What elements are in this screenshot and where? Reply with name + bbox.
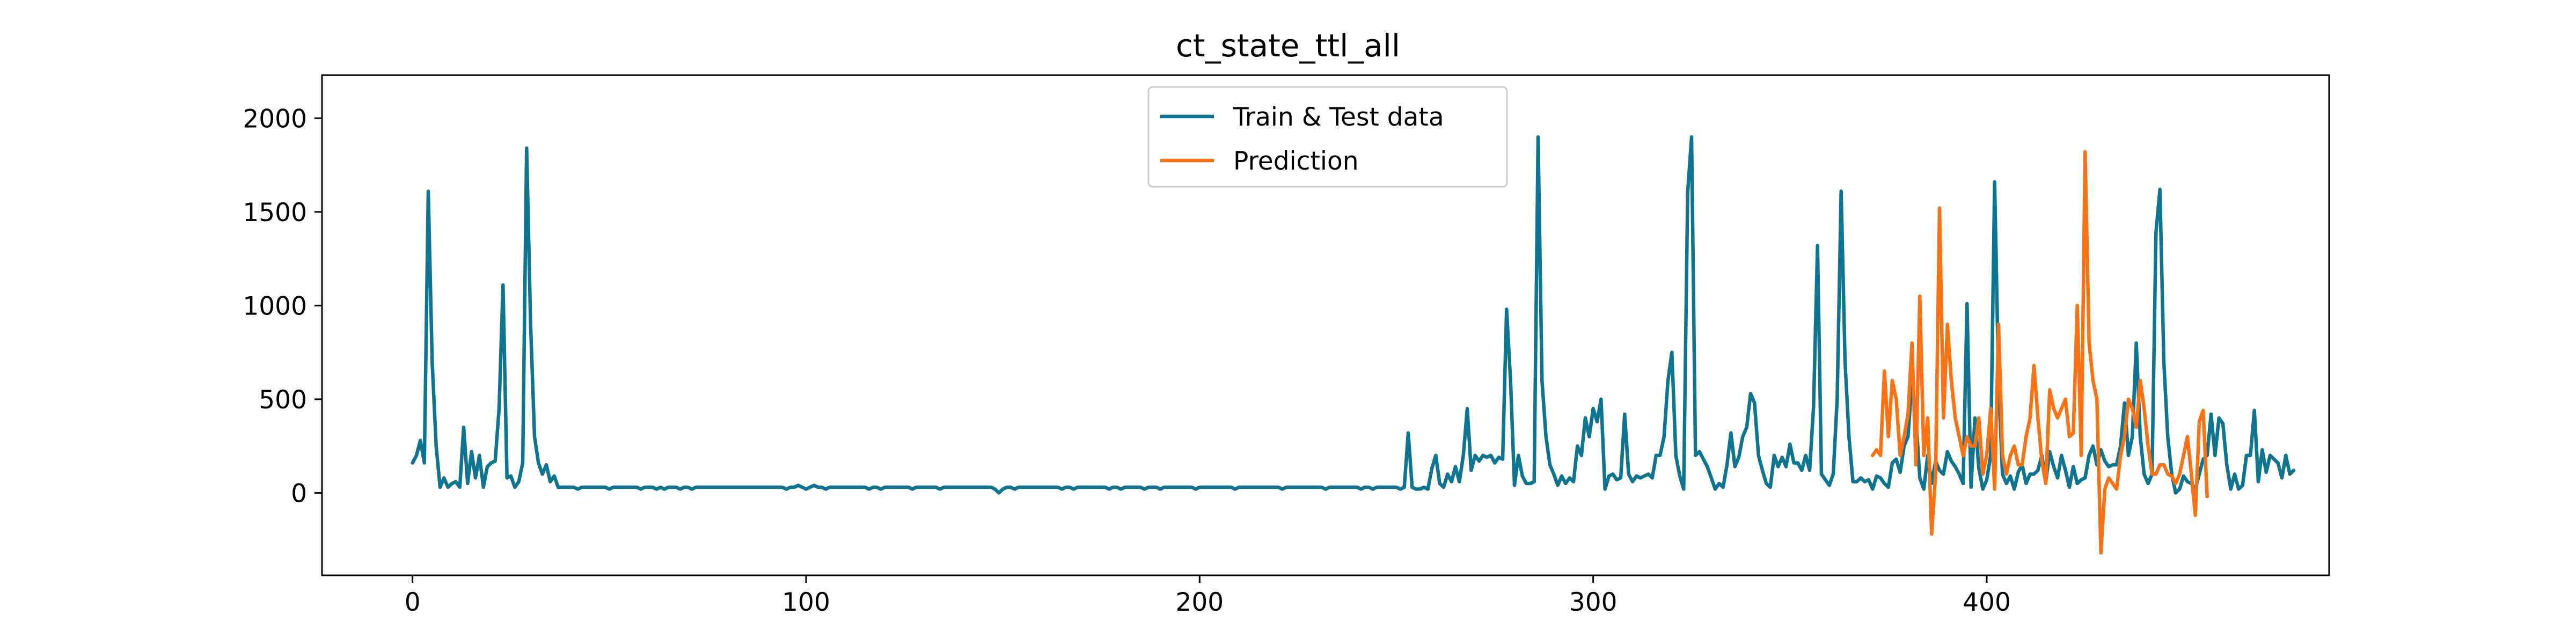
legend: Train & Test data Prediction: [1147, 86, 1508, 188]
series-line-train-test: [411, 135, 2296, 495]
y-tick-label: 1500: [243, 198, 307, 228]
y-tick-label: 0: [291, 479, 307, 508]
x-tick-label: 400: [1963, 588, 2011, 617]
x-tick-label: 0: [405, 588, 421, 617]
axes: 0 100 200 300 400 0 500 1000 1500 2000: [243, 104, 2010, 617]
x-tick-label: 300: [1569, 588, 1618, 617]
x-tick-label: 200: [1175, 588, 1224, 617]
chart-title: ct_state_ttl_all: [1176, 27, 1400, 64]
plot-frame: [321, 74, 2330, 576]
y-tick-label: 2000: [243, 104, 307, 134]
plot-area: [411, 135, 2296, 555]
y-tick-label: 500: [259, 385, 307, 415]
legend-box: [1147, 86, 1508, 188]
legend-label-prediction: Prediction: [1233, 147, 1359, 176]
x-tick-label: 100: [782, 588, 830, 617]
series-line-prediction: [1871, 150, 2209, 555]
y-tick-label: 1000: [243, 291, 307, 321]
legend-label-train-test: Train & Test data: [1233, 103, 1444, 132]
